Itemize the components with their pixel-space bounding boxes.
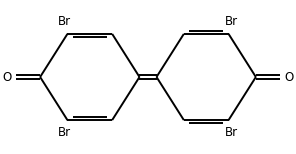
Text: O: O xyxy=(284,71,294,83)
Text: Br: Br xyxy=(225,15,238,28)
Text: Br: Br xyxy=(58,15,71,28)
Text: O: O xyxy=(2,71,12,83)
Text: Br: Br xyxy=(225,126,238,139)
Text: Br: Br xyxy=(58,126,71,139)
